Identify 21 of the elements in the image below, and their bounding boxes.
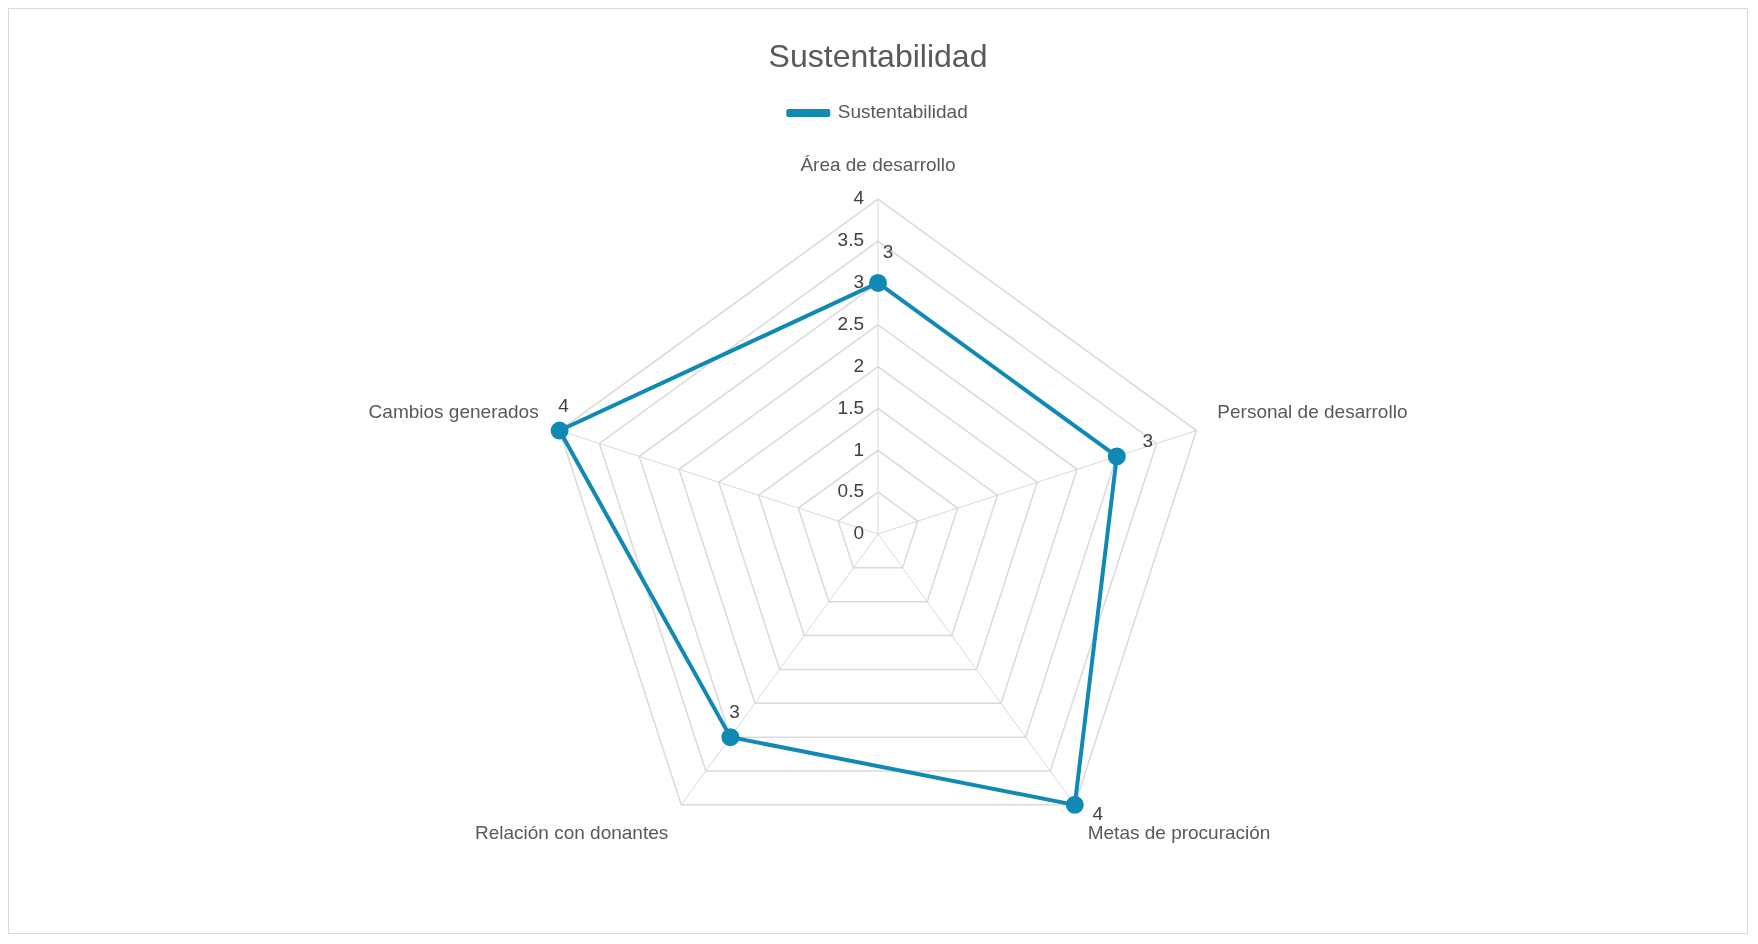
y-tick-label: 2 xyxy=(853,354,864,376)
chart-title: Sustentabilidad xyxy=(768,38,988,75)
data-label: 4 xyxy=(558,394,570,416)
data-label: 3 xyxy=(1142,429,1154,451)
y-tick-label: 3 xyxy=(853,271,864,293)
y-tick-label: 0.5 xyxy=(837,480,864,502)
y-tick-label: 4 xyxy=(853,187,865,209)
spoke-label: Área de desarrollo xyxy=(800,154,956,176)
y-tick-label: 0 xyxy=(853,522,864,544)
spoke-label: Relación con donantes xyxy=(474,822,669,844)
spoke-label: Personal de desarrollo xyxy=(1217,400,1408,422)
spoke-label: Cambios generados xyxy=(368,400,539,422)
y-tick-label: 1 xyxy=(853,438,864,460)
spoke-label: Metas de procuración xyxy=(1087,822,1271,844)
y-tick-label: 2.5 xyxy=(837,312,864,334)
legend-label: Sustentabilidad xyxy=(837,101,968,123)
data-label: 3 xyxy=(729,701,740,723)
y-tick-label: 1.5 xyxy=(837,396,864,418)
y-tick-label: 3.5 xyxy=(837,229,864,251)
data-label: 4 xyxy=(1092,802,1104,824)
data-label: 3 xyxy=(882,241,894,263)
